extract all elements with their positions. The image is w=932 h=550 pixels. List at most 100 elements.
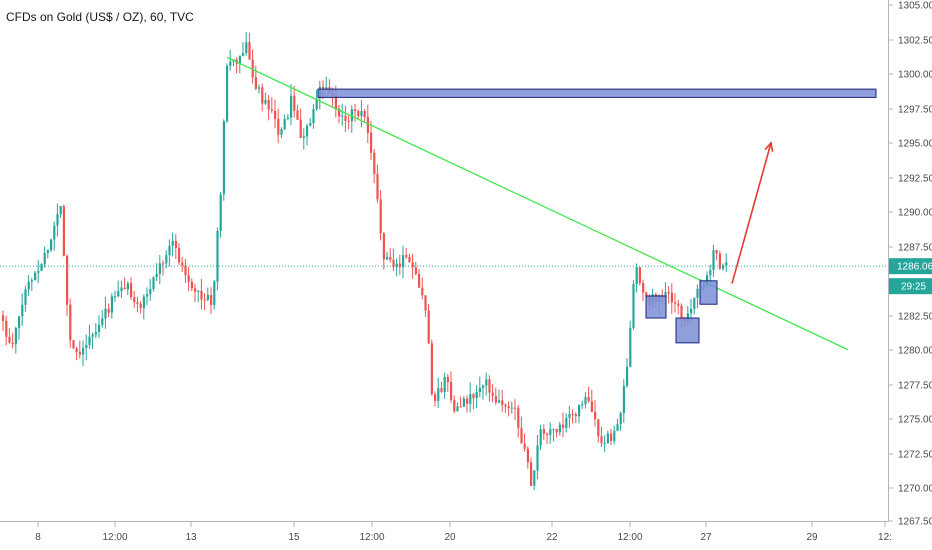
candle: [536, 434, 539, 480]
candle: [245, 32, 248, 56]
candle: [206, 287, 209, 302]
candle: [194, 283, 197, 302]
candle: [421, 277, 424, 300]
candle: [590, 389, 593, 413]
candle: [693, 297, 696, 315]
candle: [510, 401, 513, 414]
candle: [722, 263, 725, 271]
candle: [46, 249, 49, 259]
candle: [466, 395, 469, 413]
candle: [123, 277, 126, 290]
support-box[interactable]: [675, 317, 700, 344]
candle: [222, 119, 225, 201]
candle: [5, 316, 8, 346]
candle: [437, 377, 440, 409]
candle: [696, 284, 699, 309]
candle: [472, 392, 475, 410]
candle: [635, 263, 638, 293]
candle: [610, 428, 613, 446]
drawings: [0, 56, 888, 351]
candle: [254, 65, 257, 91]
candle: [251, 49, 254, 84]
candle: [43, 246, 46, 268]
candle: [606, 430, 609, 444]
candle: [107, 303, 110, 318]
current-price-badge: [889, 258, 932, 275]
candle: [165, 250, 168, 269]
candle: [27, 274, 30, 296]
candle: [565, 413, 568, 433]
candle: [619, 411, 622, 432]
price-axis[interactable]: 1305.00 1302.50 1300.00 1297.50 1295.00 1292.…: [888, 1, 932, 528]
candle: [530, 457, 533, 487]
time-axis[interactable]: 8 12:00 13 15 12:00 20 22 12:00 27 29 12:: [35, 522, 892, 543]
candle: [555, 428, 558, 438]
candle: [130, 277, 133, 301]
candle: [338, 104, 341, 124]
support-box[interactable]: [699, 280, 718, 305]
candle: [517, 405, 520, 438]
candle: [667, 285, 670, 304]
candle: [24, 285, 27, 313]
candle: [162, 260, 165, 276]
candle: [414, 262, 417, 276]
candle: [450, 371, 453, 404]
candle: [587, 386, 590, 403]
candle: [69, 298, 72, 348]
candle: [110, 292, 113, 319]
candle: [219, 191, 222, 238]
candle: [117, 280, 120, 298]
candle: [136, 296, 139, 313]
candle: [120, 280, 123, 299]
candle: [315, 89, 318, 112]
time-tick-label: 13: [185, 532, 197, 543]
candle: [226, 63, 229, 123]
candle: [347, 115, 350, 130]
candle: [75, 346, 78, 361]
candle: [238, 55, 241, 74]
candle: [568, 405, 571, 429]
projection-arrow[interactable]: [731, 141, 774, 284]
candle: [78, 340, 81, 359]
candle: [411, 253, 414, 279]
countdown-badge: [889, 278, 932, 295]
candle: [126, 281, 129, 296]
candle: [494, 387, 497, 405]
candle: [533, 470, 536, 491]
candle: [379, 190, 382, 241]
resistance-zone[interactable]: [317, 88, 877, 98]
time-tick-label: 8: [35, 532, 41, 543]
candle: [312, 103, 315, 129]
candle: [440, 381, 443, 393]
candle: [526, 446, 529, 469]
chart-pane-background: [0, 0, 888, 522]
price-tick-label: 1300.00: [898, 70, 932, 81]
candle: [482, 384, 485, 400]
candle: [520, 416, 523, 444]
candle: [325, 76, 328, 91]
candle: [642, 279, 645, 302]
candle: [600, 426, 603, 448]
candle: [354, 103, 357, 122]
candle: [603, 435, 606, 452]
candle: [242, 42, 245, 57]
trendline[interactable]: [226, 56, 849, 351]
candle: [363, 108, 366, 123]
price-tick-label: 1275.00: [898, 415, 932, 426]
candle: [446, 373, 449, 392]
candle: [283, 114, 286, 131]
candle: [507, 401, 510, 417]
price-tick-label: 1295.00: [898, 139, 932, 150]
candle: [504, 403, 507, 413]
candle: [142, 294, 145, 320]
time-tick-label: 22: [546, 532, 558, 543]
candle: [11, 332, 14, 349]
candle: [216, 227, 219, 291]
candle: [478, 376, 481, 398]
price-tick-label: 1297.50: [898, 105, 932, 116]
candle: [382, 232, 385, 270]
candle: [469, 382, 472, 413]
support-box[interactable]: [645, 295, 667, 319]
candle: [168, 239, 171, 267]
